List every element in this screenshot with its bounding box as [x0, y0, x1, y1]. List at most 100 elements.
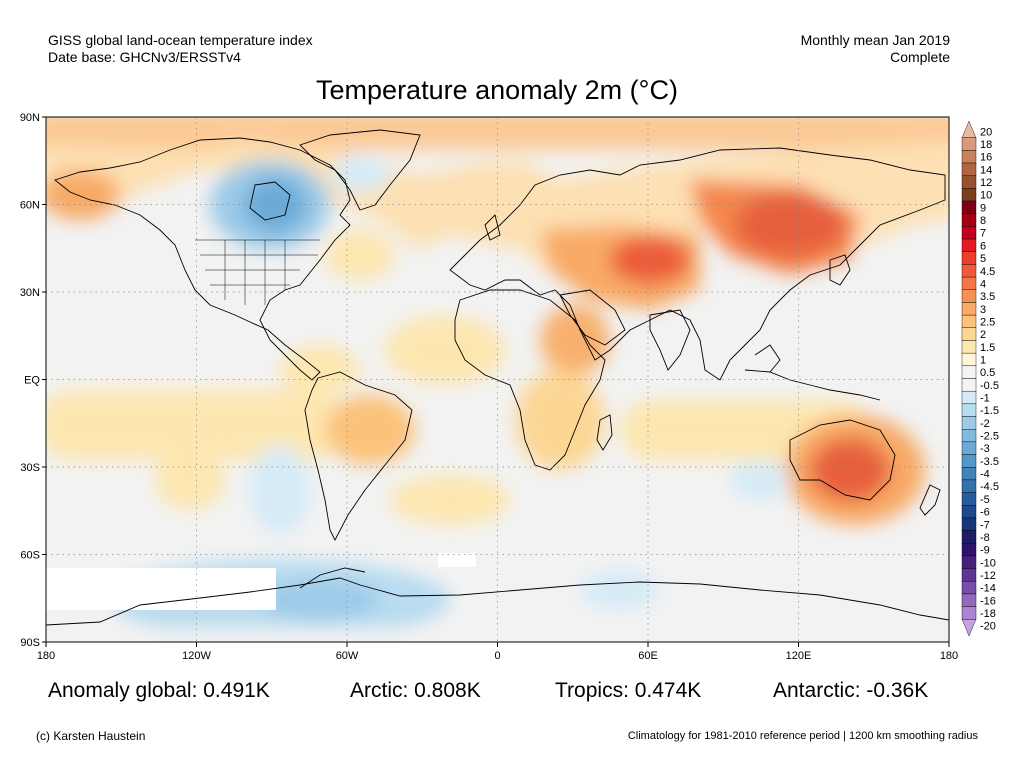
- colorbar-swatch: [961, 505, 977, 519]
- colorbar-label: -1: [980, 393, 990, 405]
- colorbar-swatch: [961, 302, 977, 316]
- colorbar-swatch: [961, 213, 977, 227]
- colorbar-label: 4.5: [980, 266, 995, 278]
- lat-label: 30N: [20, 287, 40, 299]
- atlantic-warm: [385, 315, 505, 385]
- caribbean-warm: [280, 345, 360, 395]
- colorbar-label: -4: [980, 469, 990, 481]
- colorbar-swatch: [961, 378, 977, 392]
- global-anomaly: Anomaly global: 0.491K: [48, 679, 270, 702]
- lat-label: 30S: [20, 462, 40, 474]
- colorbar-swatch: [961, 606, 977, 620]
- arabia-outline: [559, 289, 626, 346]
- colorbar-label: 6: [980, 240, 986, 252]
- map-title: Temperature anomaly 2m (°C): [316, 75, 678, 105]
- lat-label: EQ: [24, 375, 40, 387]
- brazil-warm: [325, 395, 415, 465]
- south-pacific-warm: [155, 450, 225, 510]
- colorbar-label: 3.5: [980, 291, 995, 303]
- colorbar-label: -9: [980, 545, 990, 557]
- colorbar-label: -14: [980, 583, 996, 595]
- colorbar-swatch: [961, 200, 977, 214]
- colorbar-swatch: [961, 327, 977, 341]
- colorbar-swatch: [961, 492, 977, 506]
- colorbar-label: -20: [980, 621, 996, 633]
- dataset-title: GISS global land-ocean temperature index: [48, 32, 313, 48]
- colorbar-swatch: [961, 429, 977, 443]
- colorbar-label: -7: [980, 519, 990, 531]
- lat-label: 60S: [20, 550, 40, 562]
- colorbar-label: 2: [980, 329, 986, 341]
- north-atlantic-warm: [325, 230, 395, 280]
- colorbar-label: 12: [980, 177, 992, 189]
- colorbar-swatch: [961, 467, 977, 481]
- colorbar-swatch: [961, 276, 977, 290]
- colorbar-swatch: [961, 226, 977, 240]
- tropical-pacific-warm: [46, 390, 340, 460]
- lat-tick-marks: [42, 116, 950, 647]
- colorbar-label: 7: [980, 228, 986, 240]
- colorbar-swatch: [961, 289, 977, 303]
- colorbar-swatch: [961, 568, 977, 582]
- colorbar-swatch: [961, 352, 977, 367]
- colorbar-swatch: [961, 120, 977, 138]
- colorbar-swatch: [961, 517, 977, 531]
- period-label: Monthly mean Jan 2019: [800, 32, 950, 48]
- new-zealand-outline: [919, 484, 941, 516]
- colorbar-label: -18: [980, 608, 996, 620]
- colorbar-swatch: [961, 441, 977, 455]
- colorbar-label: 8: [980, 215, 986, 227]
- credit-text: (c) Karsten Haustein: [36, 729, 146, 743]
- antarctic-cold-core: [260, 580, 380, 620]
- africa-outline: [454, 289, 606, 471]
- header-left: GISS global land-ocean temperature index…: [48, 32, 313, 66]
- colorbar-label: 18: [980, 139, 992, 151]
- us-state-borders: [195, 239, 320, 305]
- colorbar: 201816141210987654.543.532.521.510.5-0.5…: [961, 120, 999, 637]
- colorbar-swatch: [961, 454, 977, 468]
- india-outline: [649, 309, 691, 371]
- colorbar-label: 14: [980, 164, 992, 176]
- south-atlantic-warm: [390, 475, 510, 525]
- colorbar-label: 1.5: [980, 342, 995, 354]
- colorbar-swatch: [961, 264, 977, 278]
- lon-label: 60E: [638, 650, 658, 662]
- colorbar-label: -5: [980, 494, 990, 506]
- database-label: Date base: GHCNv3/ERSSTv4: [48, 49, 241, 65]
- japan-outline: [829, 254, 851, 286]
- australia-outline: [789, 419, 896, 501]
- colorbar-swatch: [961, 175, 977, 189]
- colorbar-label: -4.5: [980, 481, 999, 493]
- colorbar-swatch: [961, 416, 977, 430]
- colorbar-label: 4: [980, 278, 986, 290]
- anomaly-field: [46, 117, 949, 642]
- header-right: Monthly mean Jan 2019 Complete: [801, 32, 950, 66]
- colorbar-swatch: [961, 390, 977, 405]
- colorbar-swatch: [961, 150, 977, 164]
- colorbar-label: 0.5: [980, 367, 995, 379]
- lon-label: 60W: [336, 650, 359, 662]
- lat-label: 60N: [20, 200, 40, 212]
- colorbar-swatch: [961, 188, 977, 202]
- lat-label: 90N: [20, 112, 40, 124]
- climatology-note: Climatology for 1981-2010 reference peri…: [627, 730, 978, 742]
- lon-label: 180: [37, 650, 55, 662]
- antarctic-peninsula-outline: [299, 567, 366, 589]
- lon-label: 180: [940, 650, 958, 662]
- colorbar-label: -12: [980, 570, 996, 582]
- south-america-outline: [304, 371, 413, 541]
- colorbar-label: -16: [980, 595, 996, 607]
- colorbar-swatch: [961, 137, 977, 151]
- madagascar-outline: [596, 414, 613, 451]
- missing-data-patch: [46, 568, 276, 610]
- colorbar-label: 2.5: [980, 316, 995, 328]
- colorbar-swatch: [961, 479, 977, 493]
- colorbar-label: 20: [980, 126, 992, 138]
- colorbar-swatch: [961, 162, 977, 176]
- lon-label: 0: [494, 650, 500, 662]
- colorbar-swatch: [961, 593, 977, 607]
- colorbar-swatch: [961, 555, 977, 569]
- greenland-outline: [299, 129, 421, 211]
- arctic-warm-band: [46, 117, 949, 150]
